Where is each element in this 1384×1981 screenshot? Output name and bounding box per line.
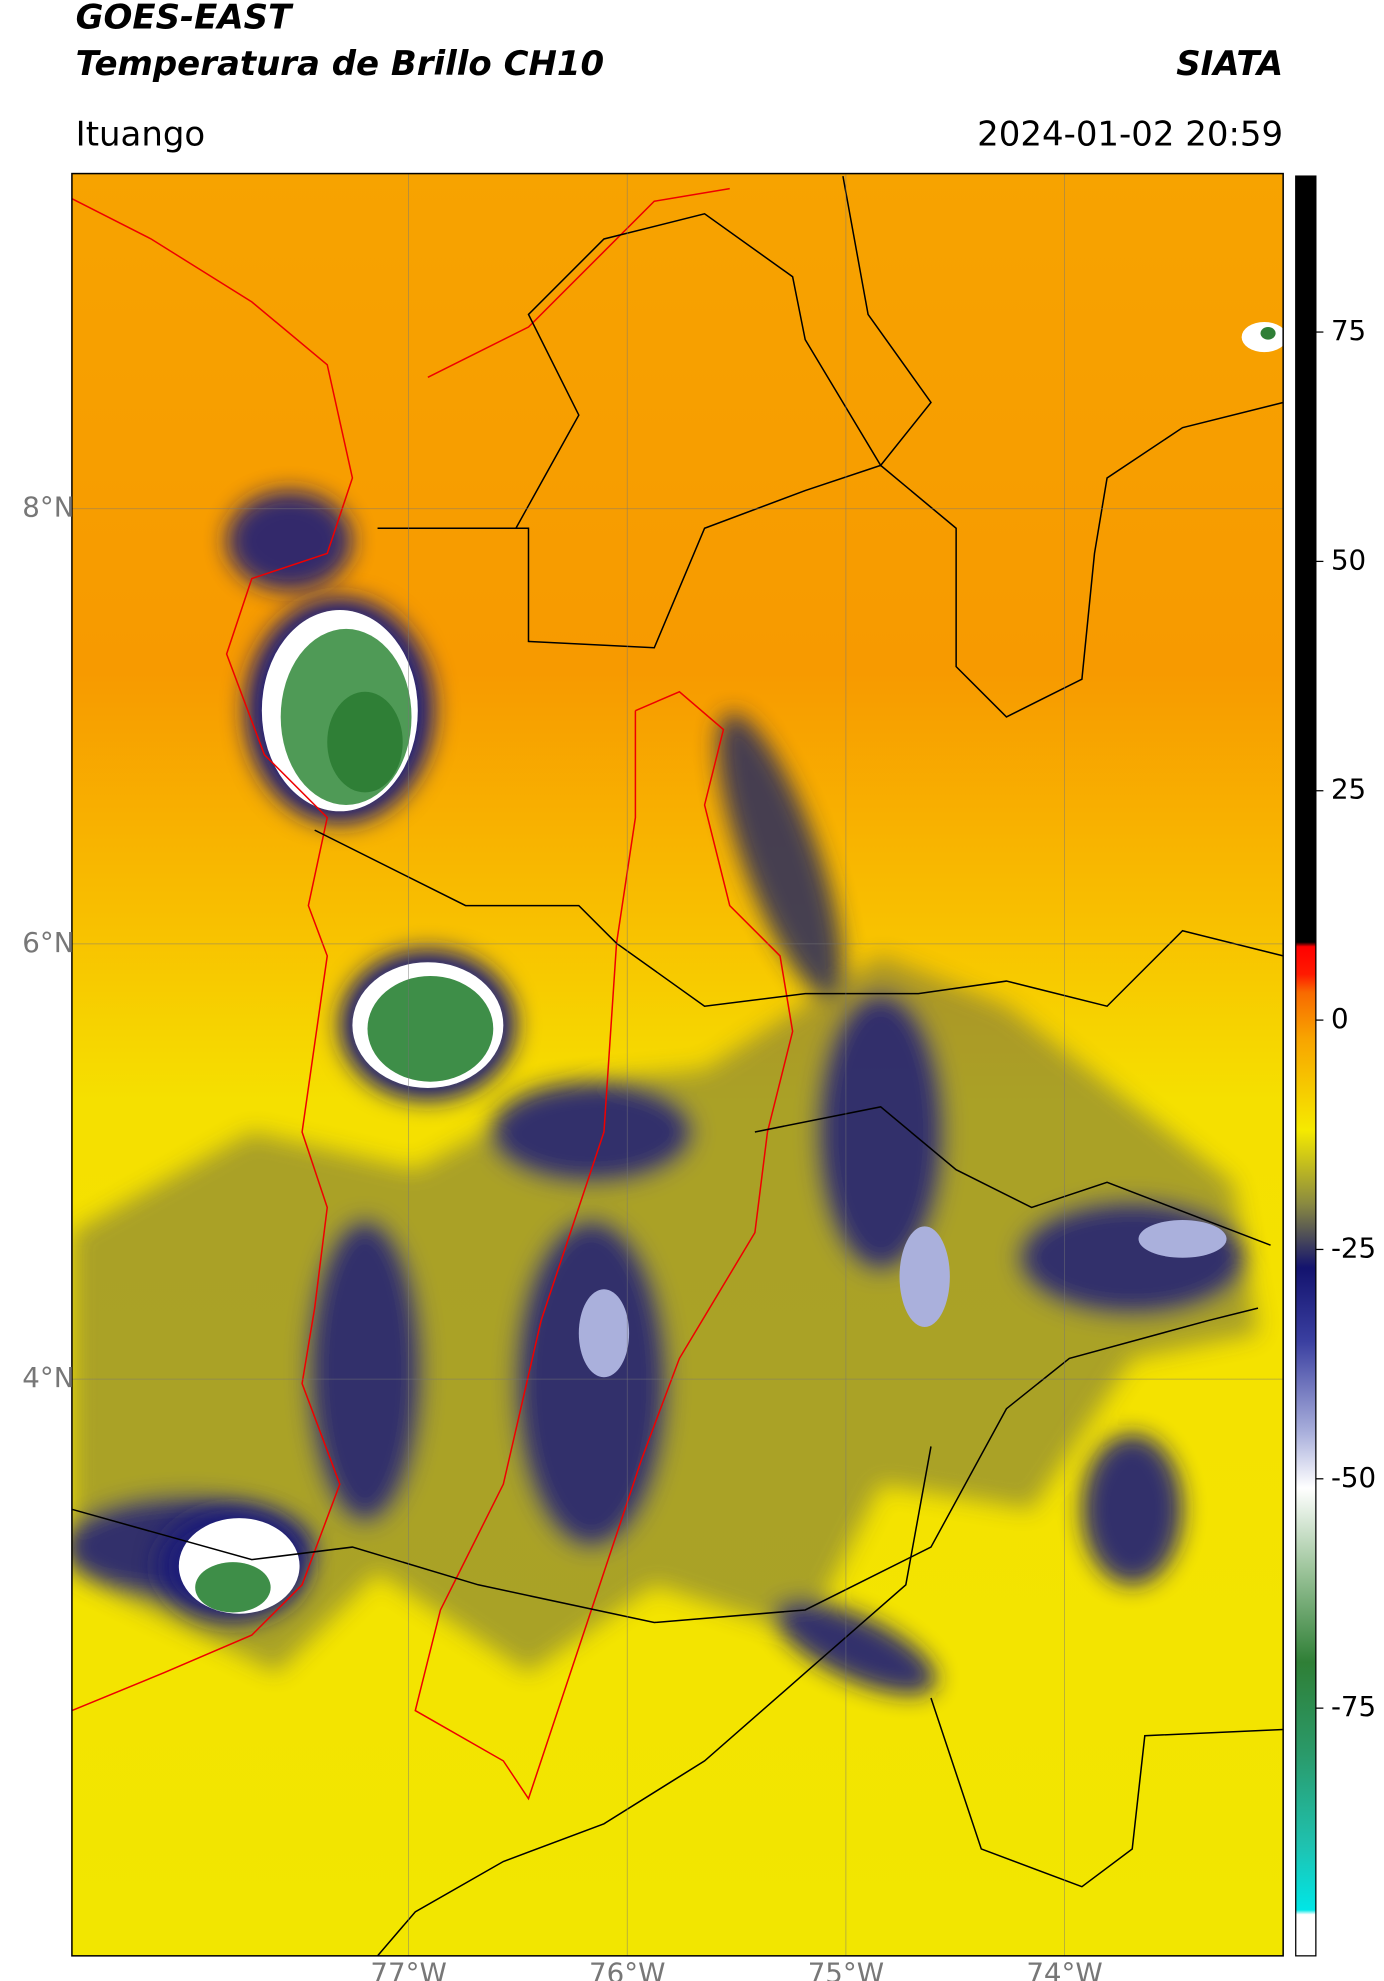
colorbar-tick-label: -75: [1331, 1690, 1376, 1723]
lat-tick-label: 8°N: [22, 491, 74, 524]
grid: [71, 173, 1284, 1956]
colorbar-tick-label: 25: [1331, 773, 1366, 806]
lon-tick-label: 77°W: [370, 1957, 446, 1981]
title: GOES-EAST: [76, 0, 294, 37]
colorbar-tick-label: -50: [1331, 1461, 1376, 1494]
colorbar-tick-label: 0: [1331, 1002, 1349, 1035]
map-frame: [71, 172, 1284, 1957]
lat-tick-label: 6°N: [22, 926, 74, 959]
colorbar-tick-label: 50: [1331, 543, 1366, 576]
colorbar: [1295, 175, 1317, 1957]
colorbar-tick-label: 75: [1331, 314, 1366, 347]
colorbar-tick-label: -25: [1331, 1231, 1376, 1264]
satellite-image: [71, 173, 1284, 1956]
lon-tick-label: 76°W: [589, 1957, 665, 1981]
lon-tick-label: 75°W: [808, 1957, 884, 1981]
location: Ituango: [76, 114, 206, 154]
lon-tick-label: 74°W: [1026, 1957, 1102, 1981]
datetime: 2024-01-02 20:59: [977, 114, 1283, 154]
subtitle: Temperatura de Brillo CH10: [76, 44, 604, 84]
source: SIATA: [1176, 44, 1283, 84]
lat-tick-label: 4°N: [22, 1361, 74, 1394]
